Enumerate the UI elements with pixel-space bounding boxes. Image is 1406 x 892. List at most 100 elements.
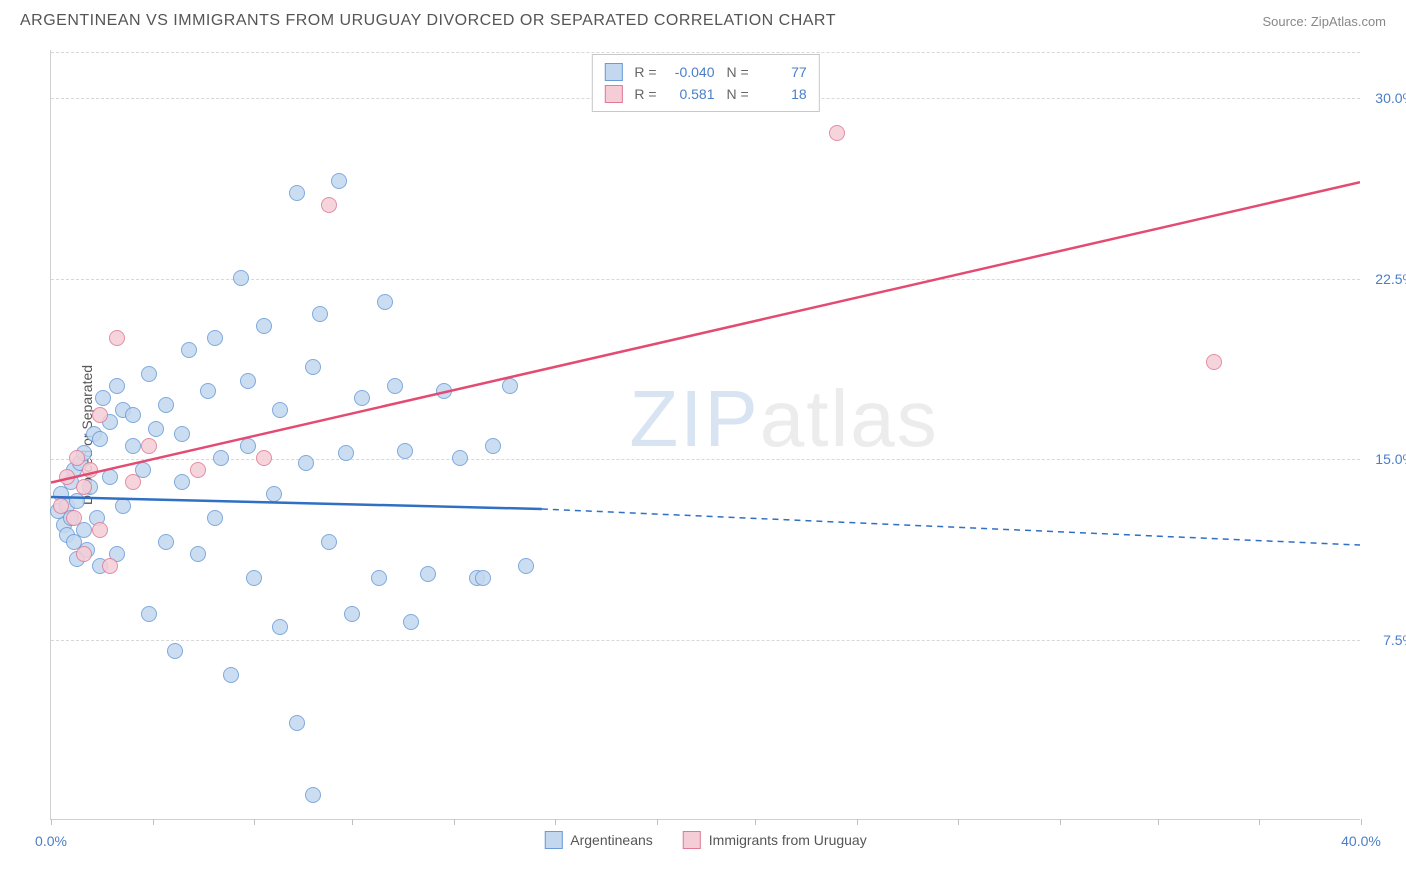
data-point <box>289 715 305 731</box>
swatch-argentineans <box>604 63 622 81</box>
data-point <box>190 462 206 478</box>
data-point <box>298 455 314 471</box>
data-point <box>109 378 125 394</box>
data-point <box>200 383 216 399</box>
data-point <box>240 373 256 389</box>
legend-stats-row-b: R = 0.581 N = 18 <box>604 83 806 105</box>
data-point <box>207 510 223 526</box>
data-point <box>256 450 272 466</box>
source-attribution: Source: ZipAtlas.com <box>1262 14 1386 29</box>
data-point <box>174 474 190 490</box>
chart-header: ARGENTINEAN VS IMMIGRANTS FROM URUGUAY D… <box>0 0 1406 38</box>
y-tick-label: 30.0% <box>1365 90 1406 106</box>
data-point <box>321 197 337 213</box>
swatch-argentineans <box>544 831 562 849</box>
data-point <box>102 469 118 485</box>
data-point <box>190 546 206 562</box>
n-value-b: 18 <box>757 86 807 102</box>
data-point <box>338 445 354 461</box>
data-point <box>240 438 256 454</box>
legend-item-a: Argentineans <box>544 831 653 849</box>
data-point <box>321 534 337 550</box>
data-point <box>53 498 69 514</box>
legend-stats-row-a: R = -0.040 N = 77 <box>604 61 806 83</box>
data-point <box>312 306 328 322</box>
r-value-b: 0.581 <box>665 86 715 102</box>
watermark-zip: ZIP <box>629 374 759 463</box>
data-point <box>829 125 845 141</box>
data-point <box>213 450 229 466</box>
data-point <box>92 522 108 538</box>
data-point <box>436 383 452 399</box>
data-point <box>223 667 239 683</box>
data-point <box>289 185 305 201</box>
gridline <box>51 52 1360 53</box>
gridline <box>51 640 1360 641</box>
y-tick-label: 15.0% <box>1365 451 1406 467</box>
data-point <box>305 787 321 803</box>
data-point <box>141 438 157 454</box>
data-point <box>344 606 360 622</box>
data-point <box>59 469 75 485</box>
r-value-a: -0.040 <box>665 64 715 80</box>
data-point <box>82 462 98 478</box>
n-value-a: 77 <box>757 64 807 80</box>
swatch-uruguay <box>604 85 622 103</box>
data-point <box>69 493 85 509</box>
x-tick-label: 40.0% <box>1341 833 1381 849</box>
data-point <box>66 510 82 526</box>
data-point <box>518 558 534 574</box>
data-point <box>92 407 108 423</box>
data-point <box>331 173 347 189</box>
data-point <box>397 443 413 459</box>
trend-lines <box>51 50 1360 819</box>
data-point <box>387 378 403 394</box>
legend-stats: R = -0.040 N = 77 R = 0.581 N = 18 <box>591 54 819 112</box>
x-tick <box>1361 819 1362 825</box>
data-point <box>403 614 419 630</box>
data-point <box>125 474 141 490</box>
x-tick <box>755 819 756 825</box>
data-point <box>266 486 282 502</box>
x-tick <box>657 819 658 825</box>
data-point <box>76 479 92 495</box>
y-tick-label: 7.5% <box>1365 632 1406 648</box>
data-point <box>69 450 85 466</box>
n-label: N = <box>727 64 749 80</box>
series-name-a: Argentineans <box>570 832 653 848</box>
swatch-uruguay <box>683 831 701 849</box>
legend-item-b: Immigrants from Uruguay <box>683 831 867 849</box>
x-tick <box>51 819 52 825</box>
data-point <box>148 421 164 437</box>
data-point <box>371 570 387 586</box>
data-point <box>452 450 468 466</box>
watermark: ZIPatlas <box>629 373 938 465</box>
x-tick-label: 0.0% <box>35 833 67 849</box>
data-point <box>141 606 157 622</box>
r-label: R = <box>634 86 656 102</box>
scatter-chart: Divorced or Separated ZIPatlas 7.5%15.0%… <box>50 50 1360 820</box>
data-point <box>1206 354 1222 370</box>
data-point <box>174 426 190 442</box>
data-point <box>207 330 223 346</box>
data-point <box>272 619 288 635</box>
data-point <box>181 342 197 358</box>
data-point <box>305 359 321 375</box>
n-label: N = <box>727 86 749 102</box>
series-name-b: Immigrants from Uruguay <box>709 832 867 848</box>
x-tick <box>1259 819 1260 825</box>
data-point <box>109 330 125 346</box>
data-point <box>125 407 141 423</box>
x-tick <box>1060 819 1061 825</box>
x-tick <box>1158 819 1159 825</box>
data-point <box>233 270 249 286</box>
data-point <box>102 558 118 574</box>
data-point <box>115 498 131 514</box>
data-point <box>377 294 393 310</box>
trend-line-argentineans-dashed <box>542 509 1360 545</box>
chart-title: ARGENTINEAN VS IMMIGRANTS FROM URUGUAY D… <box>20 12 836 30</box>
legend-series: Argentineans Immigrants from Uruguay <box>544 831 866 849</box>
x-tick <box>254 819 255 825</box>
data-point <box>246 570 262 586</box>
x-tick <box>555 819 556 825</box>
